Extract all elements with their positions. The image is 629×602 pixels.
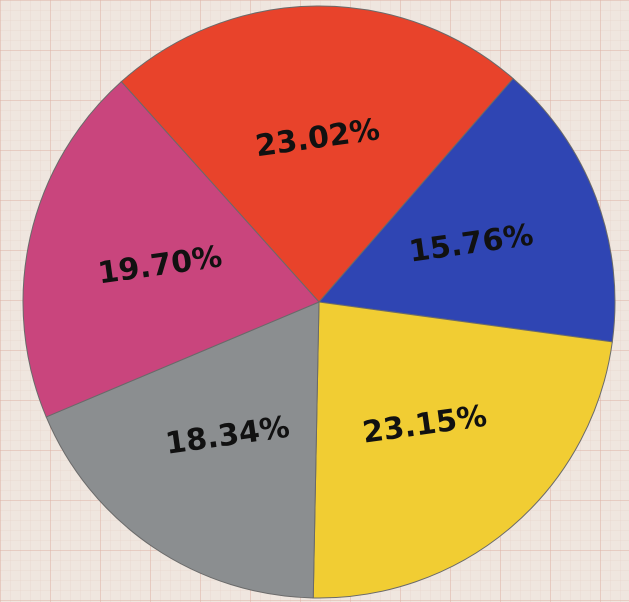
pie-slice xyxy=(22,80,320,418)
pie-slice xyxy=(318,77,616,343)
pie-slice xyxy=(120,5,514,303)
pie xyxy=(22,5,616,599)
pie-slice xyxy=(312,301,613,599)
pie-slice xyxy=(45,301,320,599)
